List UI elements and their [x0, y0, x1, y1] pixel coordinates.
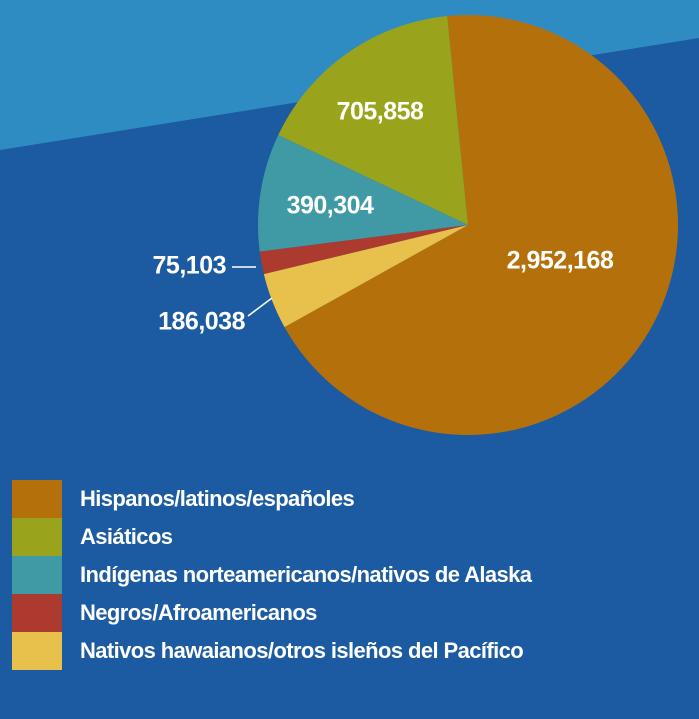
- legend-swatch: [12, 594, 62, 632]
- legend-label: Asiáticos: [80, 524, 173, 549]
- legend-label: Nativos hawaianos/otros isleños del Pací…: [80, 638, 523, 663]
- legend-label: Indígenas norteamericanos/nativos de Ala…: [80, 562, 533, 587]
- leader-line: [247, 297, 273, 317]
- pie: 2,952,168 705,858 390,304 75,103 186,038: [153, 15, 678, 436]
- value-label: 705,858: [337, 98, 424, 126]
- value-label: 186,038: [158, 308, 245, 336]
- value-label: 75,103: [153, 252, 226, 280]
- legend-label: Hispanos/latinos/españoles: [80, 486, 355, 511]
- value-label: 2,952,168: [507, 247, 614, 275]
- legend-swatch: [12, 556, 62, 594]
- pie-slice: [263, 225, 468, 328]
- value-label: 390,304: [287, 192, 374, 220]
- legend-swatch: [12, 480, 62, 518]
- legend-swatch: [12, 518, 62, 556]
- pie-slice: [278, 16, 468, 225]
- pie-slice: [259, 225, 468, 275]
- legend-swatch: [12, 632, 62, 670]
- pie-slice: [284, 15, 678, 436]
- legend: Hispanos/latinos/españoles Asiáticos Indíg…: [12, 480, 533, 670]
- pie-slice: [258, 135, 468, 252]
- legend-label: Negros/Afroamericanos: [80, 600, 317, 625]
